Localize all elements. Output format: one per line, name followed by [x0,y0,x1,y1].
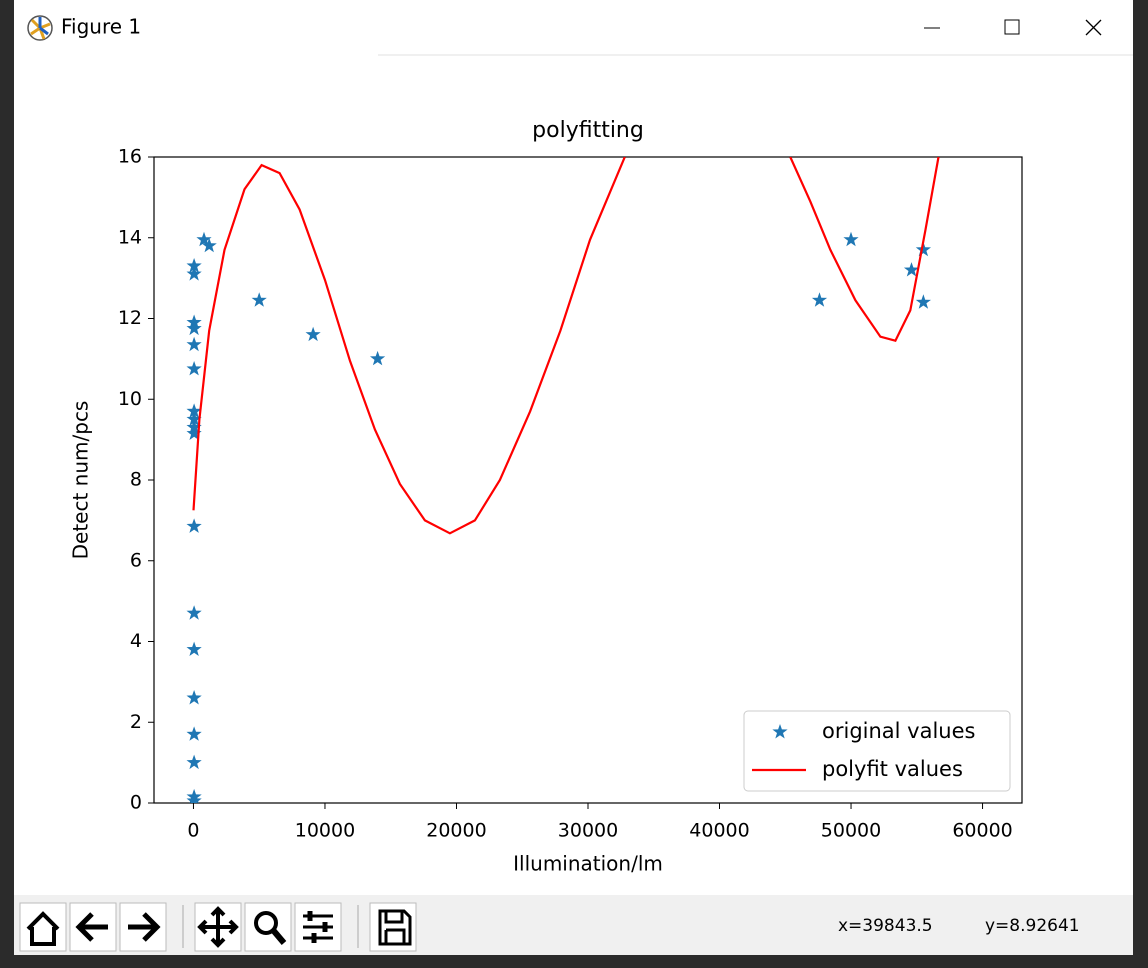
star-marker [305,326,321,342]
star-marker [186,411,202,426]
y-tick-label: 12 [118,307,142,329]
x-tick-label: 0 [187,820,199,842]
star-marker [186,518,202,533]
window-title: Figure 1 [61,15,141,39]
legend-label: polyfit values [822,757,963,781]
y-tick-label: 10 [118,388,142,410]
y-tick-label: 4 [130,630,142,652]
fit-line [192,157,940,535]
y-tick-label: 8 [130,469,142,491]
toolbar [14,895,1133,955]
star-marker [186,690,202,705]
y-tick-label: 6 [130,549,142,571]
x-axis-label: Illumination/lm [513,852,663,876]
star-marker [186,793,202,803]
star-marker [186,641,202,656]
x-tick-label: 20000 [426,820,486,842]
star-marker [186,320,202,336]
x-tick-label: 30000 [558,820,618,842]
x-tick-label: 60000 [952,820,1012,842]
star-marker [186,605,202,620]
legend-label: original values [822,719,975,743]
star-marker [186,361,202,376]
plot-marks [186,157,940,803]
close-button[interactable] [1085,19,1102,36]
star-marker [843,231,859,247]
y-tick-label: 2 [130,711,142,733]
zoom-handle [270,928,287,945]
star-marker [915,241,931,257]
star-marker [201,237,217,253]
configure-button[interactable] [294,902,342,952]
pan-icon [197,906,239,948]
y-tick-label: 16 [118,146,142,168]
star-marker [186,754,202,770]
home-icon [26,911,60,946]
star-marker [186,258,202,273]
app-icon [27,15,53,41]
cursor-y: y=8.92641 [985,916,1080,936]
star-marker [370,350,386,366]
zoom-button[interactable] [244,902,292,952]
star-marker [186,336,202,352]
star-marker [186,266,202,281]
forward-icon [128,912,161,942]
x-tick-label: 50000 [821,820,881,842]
save-icon [378,909,412,946]
star-marker [196,231,212,247]
star-marker [186,726,202,741]
star-marker [915,294,931,309]
y-tick-label: 14 [118,226,142,248]
zoom-icon [254,911,278,935]
star-marker [903,262,920,277]
maximize-button[interactable] [1004,19,1020,35]
legend-box [743,710,1011,792]
configure-sliders [307,911,328,943]
x-tick-label: 40000 [689,820,749,842]
toolbar-buttons [19,902,417,952]
legend-marker [772,724,788,739]
star-marker [251,292,267,307]
plot-area [153,156,1023,804]
back-icon [75,912,108,942]
star-marker [186,425,202,440]
star-marker [811,292,828,307]
cursor-x: x=39843.5 [838,916,933,936]
chart-title: polyfitting [532,118,644,143]
y-tick-label: 0 [130,792,142,814]
y-axis-label: Detect num/pcs [69,401,93,560]
star-marker [186,403,202,418]
x-tick-label: 10000 [295,820,355,842]
